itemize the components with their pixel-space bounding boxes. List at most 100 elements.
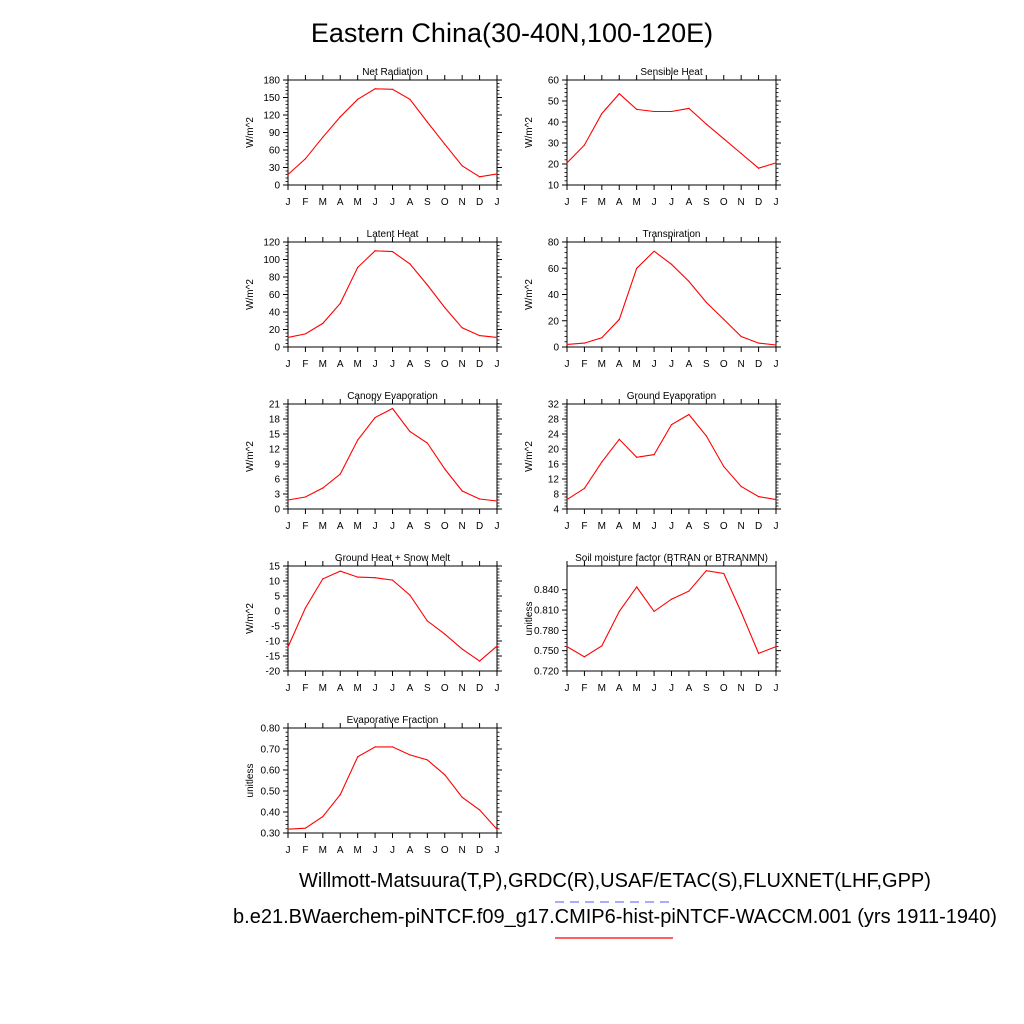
x-tick-label: J — [390, 845, 395, 856]
data-point — [357, 439, 359, 441]
y-tick-label: 0.750 — [534, 646, 559, 657]
y-tick-label: 0 — [553, 343, 559, 354]
y-tick-label: 15 — [269, 562, 281, 573]
series-line — [287, 407, 498, 502]
x-tick-label: J — [565, 683, 570, 694]
plot-frame — [566, 565, 777, 672]
chart-panel-8: Soil moisture factor (BTRAN or BTRANMN) u… — [524, 553, 781, 694]
x-tick-label: J — [390, 197, 395, 208]
y-tick-label: 100 — [263, 255, 280, 266]
data-point — [357, 756, 359, 758]
data-point — [688, 107, 690, 109]
x-tick-label: A — [337, 197, 344, 208]
x-tick-label: A — [337, 521, 344, 532]
x-tick-label: O — [441, 521, 449, 532]
x-tick-label: A — [407, 359, 414, 370]
x-tick-label: M — [598, 521, 606, 532]
x-tick-label: M — [319, 683, 327, 694]
data-point — [409, 754, 411, 756]
data-point — [391, 746, 394, 748]
x-tick-label: M — [598, 359, 606, 370]
data-point — [566, 162, 568, 164]
data-point — [374, 416, 376, 419]
x-tick-label: N — [459, 845, 466, 856]
data-point — [426, 442, 428, 444]
x-tick-label: J — [390, 683, 395, 694]
data-point — [688, 590, 690, 592]
y-tick-label: 15 — [269, 430, 281, 441]
x-tick-label: M — [353, 197, 361, 208]
y-axis-label: unitless — [245, 764, 256, 798]
data-point — [391, 251, 394, 253]
x-tick-label: J — [652, 359, 657, 370]
data-point — [705, 123, 707, 125]
data-point — [304, 496, 307, 498]
x-tick-label: S — [424, 359, 431, 370]
data-point — [653, 454, 655, 456]
data-point — [287, 173, 289, 176]
chart-panel-9: Evaporative Fraction unitless 0.30 0.40 0.50… — [245, 715, 502, 856]
x-tick-label: A — [686, 521, 693, 532]
y-axis-label: W/m^2 — [245, 441, 256, 472]
x-tick-label: O — [720, 683, 728, 694]
y-tick-label: 30 — [548, 139, 560, 150]
x-tick-label: M — [632, 521, 640, 532]
x-tick-label: M — [353, 521, 361, 532]
y-tick-label: 60 — [269, 146, 281, 157]
data-point — [705, 301, 707, 303]
y-tick-label: 0.50 — [261, 787, 281, 798]
x-tick-label: J — [774, 521, 779, 532]
data-point — [357, 98, 359, 100]
x-tick-label: S — [703, 359, 710, 370]
data-point — [740, 335, 742, 338]
data-point — [461, 648, 463, 650]
data-point — [478, 176, 481, 178]
obs-legend-text: Willmott-Matsuura(T,P),GRDC(R),USAF/ETAC… — [299, 870, 931, 892]
data-point — [304, 333, 307, 335]
y-tick-label: 5 — [274, 592, 280, 603]
x-tick-label: J — [390, 521, 395, 532]
y-tick-label: 20 — [269, 325, 281, 336]
x-tick-label: S — [424, 683, 431, 694]
data-point — [444, 774, 446, 776]
y-axis-label: W/m^2 — [524, 441, 535, 472]
y-tick-label: 10 — [548, 181, 560, 192]
panel-title: Ground Heat + Snow Melt — [335, 553, 451, 564]
x-tick-label: J — [373, 845, 378, 856]
x-tick-label: J — [373, 521, 378, 532]
series-line — [287, 746, 498, 830]
x-tick-label: J — [286, 683, 291, 694]
x-tick-label: M — [353, 845, 361, 856]
x-tick-label: A — [407, 197, 414, 208]
data-point — [496, 336, 498, 338]
data-point — [740, 485, 742, 488]
panel-title: Ground Evaporation — [627, 391, 717, 402]
x-tick-label: A — [686, 683, 693, 694]
x-tick-label: N — [459, 197, 466, 208]
x-tick-label: J — [652, 197, 657, 208]
data-point — [757, 496, 760, 498]
data-point — [670, 598, 673, 600]
x-tick-label: S — [703, 521, 710, 532]
x-tick-label: F — [302, 683, 308, 694]
y-tick-label: 9 — [274, 460, 280, 471]
data-point — [287, 499, 289, 501]
data-point — [636, 586, 638, 588]
x-tick-label: S — [424, 521, 431, 532]
data-point — [304, 607, 307, 609]
y-tick-label: -20 — [266, 667, 281, 678]
x-tick-label: J — [652, 521, 657, 532]
data-point — [775, 499, 777, 501]
data-point — [339, 116, 341, 118]
y-tick-label: -10 — [266, 637, 281, 648]
x-tick-label: J — [495, 683, 500, 694]
panel-title: Latent Heat — [367, 229, 419, 240]
y-tick-label: 0.40 — [261, 808, 281, 819]
data-point — [322, 136, 324, 138]
data-point — [461, 165, 463, 167]
data-point — [723, 466, 725, 468]
